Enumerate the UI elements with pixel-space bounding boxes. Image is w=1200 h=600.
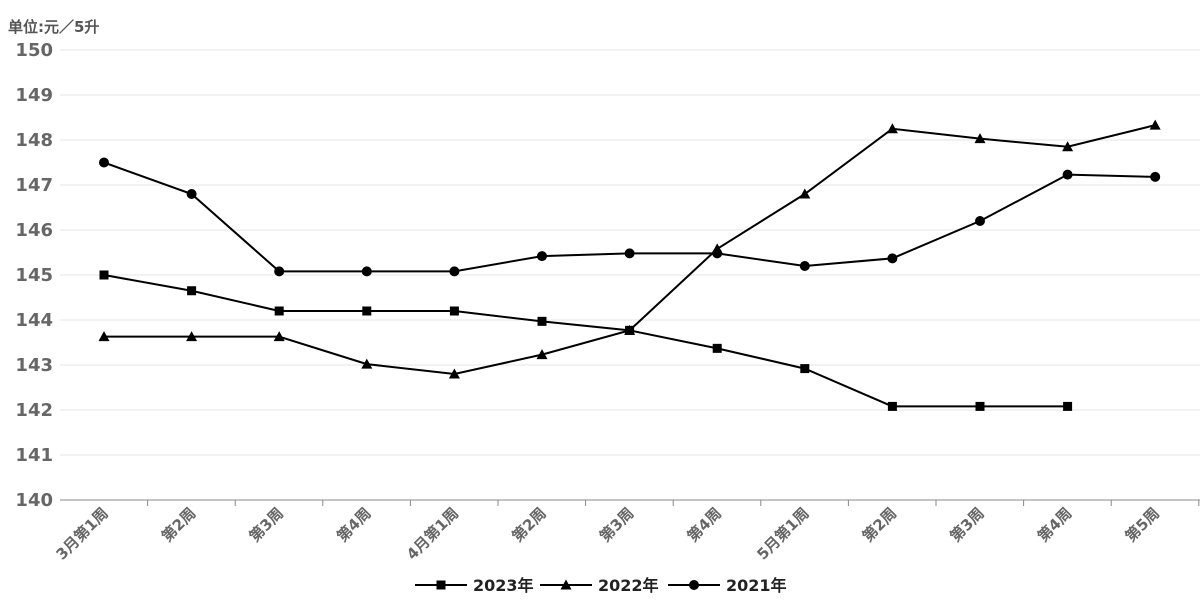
x-tick-label: 第4周 [1034, 504, 1075, 545]
data-point [1063, 401, 1073, 411]
legend-item: 2022年 [540, 576, 659, 595]
unit-label: 单位:元／5升 [8, 18, 99, 36]
data-point [536, 349, 548, 360]
data-point [361, 358, 373, 369]
data-point [975, 216, 985, 226]
data-point [98, 331, 110, 342]
y-tick-label: 150 [15, 40, 53, 61]
data-point [799, 188, 811, 199]
data-point [886, 123, 898, 134]
legend-marker [689, 580, 699, 590]
legend-item: 2021年 [668, 576, 787, 595]
data-point [799, 261, 810, 271]
y-axis-ticks: 140 141 142 143 144 145 146 147 148 149 150 [15, 40, 53, 511]
data-point [537, 251, 547, 262]
legend-marker [560, 579, 572, 590]
y-tick-label: 148 [15, 130, 53, 151]
data-point [99, 157, 109, 168]
y-tick-label: 140 [15, 490, 53, 511]
legend-marker [436, 580, 446, 590]
legend-label: 2023年 [473, 576, 534, 595]
x-tick-label: 3月第1周 [53, 504, 112, 563]
series-line [103, 274, 1068, 408]
data-point [712, 248, 723, 259]
data-point [187, 286, 197, 296]
data-point [624, 248, 635, 259]
data-point [274, 306, 284, 316]
y-tick-label: 149 [15, 85, 53, 106]
legend-item: 2023年 [415, 576, 534, 595]
series-group [98, 119, 1161, 411]
y-tick-label: 145 [15, 265, 53, 286]
data-point [887, 401, 897, 411]
data-point [448, 368, 460, 379]
y-tick-label: 144 [15, 310, 53, 331]
legend: 2023年 2022年 2021年 [415, 576, 787, 595]
y-tick-label: 142 [15, 400, 53, 421]
y-tick-label: 141 [15, 445, 53, 466]
data-point [274, 266, 285, 277]
series-0 [99, 270, 1073, 411]
grid-lines [60, 49, 1200, 456]
data-point [975, 401, 985, 411]
x-tick-label: 第4周 [333, 504, 374, 545]
data-point [887, 253, 898, 264]
x-tick-label: 第2周 [509, 504, 550, 545]
data-point [1150, 171, 1161, 182]
x-axis-ticks: 3月第1周 第2周 第3周 第4周 4月第1周 第2周 第3周 第4周 5月第1周 第2周 第3周 第… [53, 500, 1200, 563]
data-point [449, 266, 460, 277]
x-tick-label: 第2周 [158, 504, 199, 545]
x-tick-label: 第3周 [596, 504, 637, 545]
x-tick-label: 第4周 [684, 504, 725, 545]
x-tick-label: 5月第1周 [753, 504, 812, 563]
data-point [361, 266, 372, 277]
data-point [186, 331, 198, 342]
x-tick-label: 4月第1周 [403, 504, 462, 563]
y-tick-label: 143 [15, 355, 53, 376]
data-point [800, 364, 810, 374]
data-point [537, 316, 547, 326]
legend-label: 2022年 [598, 576, 659, 595]
x-tick-label: 第3周 [947, 504, 988, 545]
data-point [1149, 119, 1161, 130]
data-point [99, 270, 109, 280]
data-point [273, 331, 285, 342]
data-point [1062, 141, 1074, 152]
x-tick-label: 第3周 [246, 504, 287, 545]
y-tick-label: 147 [15, 175, 53, 196]
data-point [449, 306, 459, 316]
series-2 [99, 157, 1161, 277]
data-point [624, 324, 636, 335]
x-tick-label: 第2周 [859, 504, 900, 545]
data-point [1062, 169, 1073, 180]
data-point [362, 306, 372, 316]
legend-label: 2021年 [726, 576, 787, 595]
y-tick-label: 146 [15, 220, 53, 241]
series-1 [98, 119, 1161, 379]
data-point [974, 133, 986, 144]
data-point [186, 189, 197, 199]
data-point [712, 343, 722, 353]
x-tick-label: 第5周 [1122, 504, 1163, 545]
